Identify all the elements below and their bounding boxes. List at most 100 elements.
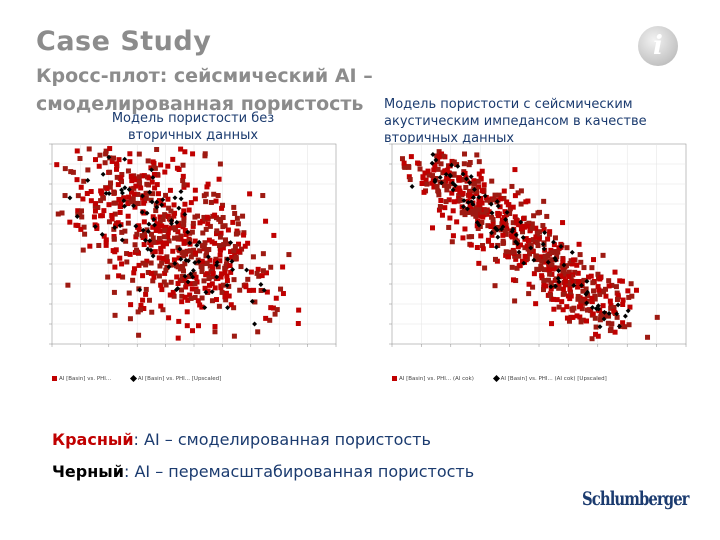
data-point [560, 269, 566, 275]
data-point [212, 260, 218, 266]
upscaled-point [625, 308, 631, 314]
data-point [184, 182, 190, 188]
data-point [550, 257, 556, 263]
info-icon[interactable]: i [638, 26, 678, 66]
data-point [157, 214, 163, 220]
data-point [501, 214, 507, 220]
data-point [264, 289, 270, 295]
data-point [126, 194, 132, 200]
data-point [197, 248, 203, 254]
data-point [111, 155, 117, 161]
data-point [584, 307, 590, 313]
data-point [111, 190, 117, 196]
data-point [109, 212, 115, 218]
data-point [590, 311, 596, 317]
data-point [180, 162, 186, 168]
upscaled-point [92, 224, 98, 230]
upscaled-point [117, 223, 123, 229]
data-point [564, 245, 570, 251]
upscaled-point [470, 195, 476, 200]
data-point [203, 199, 209, 205]
data-point [168, 262, 174, 268]
data-point [199, 269, 205, 275]
data-point [204, 252, 210, 258]
data-point [158, 245, 164, 251]
upscaled-point [122, 185, 128, 191]
data-point [215, 264, 221, 270]
data-point [136, 223, 142, 229]
data-point [112, 312, 118, 318]
data-point [509, 234, 515, 240]
data-point [614, 314, 620, 320]
data-point [124, 251, 130, 257]
data-point [575, 270, 581, 276]
data-point [144, 258, 150, 264]
data-point [575, 279, 581, 285]
data-point [161, 279, 167, 285]
data-point [608, 303, 614, 309]
upscaled-point [516, 249, 522, 255]
data-point [619, 278, 625, 284]
data-point [567, 296, 573, 302]
data-point [217, 161, 223, 167]
data-point [177, 277, 183, 283]
data-point [565, 293, 571, 299]
data-point [476, 202, 482, 208]
data-point [521, 216, 527, 222]
data-point [421, 189, 427, 195]
data-point [118, 201, 124, 207]
data-point [165, 230, 171, 236]
data-point [242, 243, 248, 249]
data-point [86, 146, 92, 152]
data-point [133, 183, 139, 189]
data-point [151, 239, 157, 245]
data-point [457, 197, 463, 203]
data-point [440, 153, 446, 159]
data-point [588, 273, 594, 279]
data-point [121, 195, 127, 201]
data-point [547, 258, 553, 264]
data-point [577, 314, 583, 320]
data-point [514, 218, 520, 224]
data-point [579, 298, 585, 304]
data-point [480, 214, 486, 220]
data-point [557, 273, 563, 279]
data-point [149, 179, 155, 185]
data-point [461, 177, 467, 183]
data-point [175, 245, 181, 251]
upscaled-point [551, 239, 557, 245]
upscaled-point [178, 256, 184, 262]
data-point [193, 274, 199, 280]
data-point [74, 177, 80, 183]
data-point [622, 324, 628, 330]
data-point [460, 235, 466, 241]
data-point [482, 265, 488, 271]
data-point [566, 273, 572, 279]
data-point [526, 220, 532, 226]
data-point [225, 241, 231, 247]
data-point [273, 295, 279, 301]
upscaled-point [196, 239, 202, 245]
data-point [96, 163, 102, 169]
data-point [559, 263, 565, 269]
data-point [535, 230, 541, 236]
data-point [133, 234, 139, 240]
data-point [166, 205, 172, 211]
data-point [220, 282, 226, 288]
data-point [224, 273, 230, 279]
data-point [444, 187, 450, 193]
data-point [479, 188, 485, 194]
data-point [516, 253, 522, 259]
data-point [219, 205, 225, 211]
upscaled-point [471, 187, 477, 193]
data-point [255, 266, 261, 272]
data-point [136, 174, 142, 180]
data-point [620, 297, 626, 303]
data-point [629, 293, 635, 299]
data-point [429, 180, 435, 186]
data-point [477, 223, 483, 229]
upscaled-point [182, 211, 188, 217]
data-point [578, 259, 584, 265]
data-point [222, 294, 228, 300]
data-point [480, 246, 486, 252]
